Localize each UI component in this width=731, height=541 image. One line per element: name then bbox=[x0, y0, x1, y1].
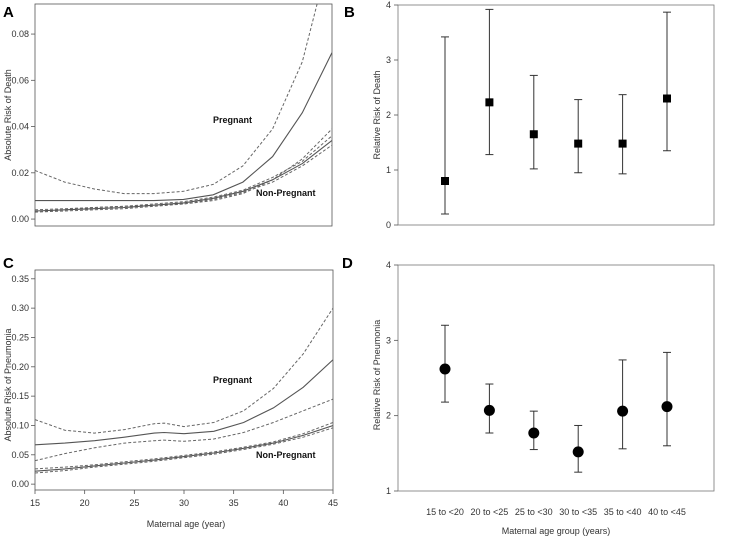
panel-c-series-line-4 bbox=[35, 422, 333, 470]
panel-c-xtick-label-1: 20 bbox=[80, 498, 90, 508]
panel-b-ytick-label-0: 0 bbox=[386, 220, 391, 230]
panel-a-frame bbox=[34, 3, 333, 227]
panel-a-series-line-1 bbox=[35, 4, 318, 195]
panel-c-series-line-0 bbox=[35, 359, 333, 446]
panel-c-chart: Absolute Risk of Pneumonia Maternal age … bbox=[3, 269, 338, 529]
panel-b-ytick-label-1: 1 bbox=[386, 165, 391, 175]
panel-a-annotation-non-pregnant: Non-Pregnant bbox=[256, 188, 316, 198]
panel-b-ytick-label-3: 3 bbox=[386, 55, 391, 65]
panel-d-ytick-label-2: 3 bbox=[386, 335, 391, 345]
panel-d-ylabel: Relative Risk of Pneumonia bbox=[372, 320, 382, 431]
panel-a-ytick-label-1: 0.02 bbox=[11, 168, 29, 178]
panel-a-series-line-5 bbox=[35, 144, 332, 213]
panel-c-ytick-label-2: 0.10 bbox=[11, 420, 29, 430]
panel-c-series-line-1 bbox=[35, 307, 333, 434]
panel-d-xlabel: Maternal age group (years) bbox=[502, 526, 611, 536]
panel-d-point-4 bbox=[617, 405, 629, 417]
panel-c-ytick-label-3: 0.15 bbox=[11, 391, 29, 401]
panel-a-ylabel: Absolute Risk of Death bbox=[3, 69, 13, 161]
panel-b-point-0 bbox=[441, 177, 449, 185]
panel-c-xtick-label-3: 30 bbox=[179, 498, 189, 508]
panel-b-ytick-label-4: 4 bbox=[386, 0, 391, 10]
panel-c-annotation-non-pregnant: Non-Pregnant bbox=[256, 450, 316, 460]
panel-c-ytick-label-1: 0.05 bbox=[11, 450, 29, 460]
panel-c-xlabel: Maternal age (year) bbox=[147, 519, 226, 529]
panel-a-series-line-0 bbox=[35, 52, 332, 202]
panel-d-frame bbox=[397, 264, 715, 492]
panel-d-point-0 bbox=[439, 363, 451, 375]
panel-d-ytick-label-1: 2 bbox=[386, 411, 391, 421]
panel-d-category-label-2: 25 to <30 bbox=[515, 507, 553, 517]
panel-c-ytick-label-0: 0.00 bbox=[11, 479, 29, 489]
panel-label-a: A bbox=[3, 4, 14, 21]
panel-d-category-label-5: 40 to <45 bbox=[648, 507, 686, 517]
panel-a-ytick-label-4: 0.08 bbox=[11, 29, 29, 39]
panel-c-xtick-label-6: 45 bbox=[328, 498, 338, 508]
panel-c-ytick-label-4: 0.20 bbox=[11, 362, 29, 372]
panel-label-c: C bbox=[3, 255, 14, 272]
panel-c-annotation-pregnant: Pregnant bbox=[213, 375, 252, 385]
panel-b-point-2 bbox=[529, 130, 538, 139]
panel-d-chart: Relative Risk of Pneumonia Maternal age … bbox=[372, 260, 715, 536]
panel-c-series-line-3 bbox=[35, 424, 333, 472]
panel-b-point-1 bbox=[485, 98, 494, 107]
panel-d-point-2 bbox=[528, 427, 540, 439]
panel-d-ytick-label-3: 4 bbox=[386, 260, 391, 270]
panel-a-annotation-pregnant: Pregnant bbox=[213, 115, 252, 125]
panel-c-series-line-2 bbox=[35, 398, 333, 462]
panel-d-category-label-4: 35 to <40 bbox=[604, 507, 642, 517]
panel-a-chart: Absolute Risk of Death Pregnant Non-Preg… bbox=[3, 3, 333, 227]
panel-b-point-3 bbox=[574, 139, 583, 148]
panel-d-ytick-label-0: 1 bbox=[386, 486, 391, 496]
panel-d-category-label-3: 30 to <35 bbox=[559, 507, 597, 517]
panel-c-ylabel: Absolute Risk of Pneumonia bbox=[3, 328, 13, 441]
panel-b-point-4 bbox=[618, 139, 627, 148]
panel-b-point-5 bbox=[663, 94, 671, 103]
panel-c-xtick-label-5: 40 bbox=[278, 498, 288, 508]
panel-d-point-3 bbox=[572, 446, 584, 458]
panel-c-xtick-label-0: 15 bbox=[30, 498, 40, 508]
panel-a-series-line-3 bbox=[35, 139, 332, 212]
panel-b-ytick-label-2: 2 bbox=[386, 110, 391, 120]
panel-b-chart: Relative Risk of Death 0 1 2 3 4 bbox=[372, 0, 715, 230]
panel-d-point-1 bbox=[483, 404, 495, 416]
panel-label-b: B bbox=[344, 4, 355, 21]
panel-b-ylabel: Relative Risk of Death bbox=[372, 70, 382, 159]
panel-c-ytick-label-7: 0.35 bbox=[11, 274, 29, 284]
panel-c-xtick-label-2: 25 bbox=[129, 498, 139, 508]
panel-c-xtick-label-4: 35 bbox=[229, 498, 239, 508]
panel-a-ytick-label-3: 0.06 bbox=[11, 75, 29, 85]
panel-label-d: D bbox=[342, 255, 353, 272]
panel-c-ytick-label-5: 0.25 bbox=[11, 332, 29, 342]
panel-d-category-label-1: 20 to <25 bbox=[471, 507, 509, 517]
panel-d-category-label-0: 15 to <20 bbox=[426, 507, 464, 517]
panel-c-series-line-5 bbox=[35, 427, 333, 474]
panel-d-point-5 bbox=[661, 401, 673, 413]
panel-a-ytick-label-2: 0.04 bbox=[11, 122, 29, 132]
panel-a-ytick-label-0: 0.00 bbox=[11, 214, 29, 224]
panel-c-ytick-label-6: 0.30 bbox=[11, 303, 29, 313]
panel-a-series-line-4 bbox=[35, 135, 332, 211]
